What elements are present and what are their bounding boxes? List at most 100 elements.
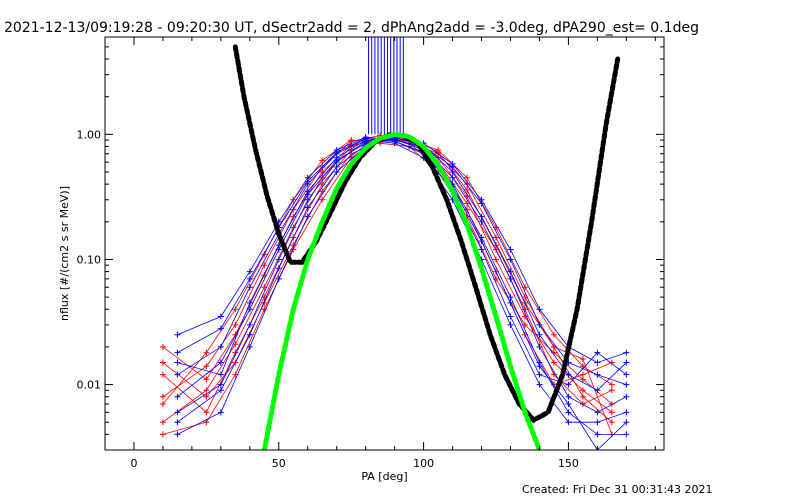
data-point-marker xyxy=(623,349,630,356)
data-point-marker xyxy=(275,275,282,282)
data-point-marker xyxy=(507,256,514,263)
data-trace-10 xyxy=(177,138,627,386)
data-point-marker xyxy=(159,400,166,407)
data-point-marker xyxy=(478,238,485,245)
data-point-marker xyxy=(579,376,586,383)
data-point-marker xyxy=(246,306,253,313)
data-point-marker xyxy=(536,331,543,338)
data-point-marker xyxy=(594,387,601,394)
data-point-marker xyxy=(159,343,166,350)
data-point-marker xyxy=(565,419,572,426)
data-point-marker xyxy=(159,371,166,378)
chart-title: 2021-12-13/09:19:28 - 09:20:30 UT, dSect… xyxy=(4,20,699,36)
data-point-marker xyxy=(159,359,166,366)
data-trace-2 xyxy=(162,136,613,423)
data-point-marker xyxy=(217,313,224,320)
data-point-marker xyxy=(507,299,514,306)
data-point-marker xyxy=(594,419,601,426)
data-point-marker xyxy=(507,246,514,253)
data-point-marker xyxy=(275,265,282,272)
data-point-marker xyxy=(217,371,224,378)
data-point-marker xyxy=(608,381,615,388)
data-point-marker xyxy=(579,393,586,400)
data-point-marker xyxy=(174,331,181,338)
data-point-marker xyxy=(246,284,253,291)
data-point-marker xyxy=(319,196,326,203)
data-point-marker xyxy=(565,381,572,388)
data-point-marker xyxy=(261,306,268,313)
data-point-marker xyxy=(217,381,224,388)
data-point-marker xyxy=(246,331,253,338)
data-point-marker xyxy=(608,419,615,426)
data-point-marker xyxy=(246,268,253,275)
data-point-marker xyxy=(507,321,514,328)
data-point-marker xyxy=(203,393,210,400)
y-tick-label: 1.00 xyxy=(77,128,102,141)
data-point-marker xyxy=(159,431,166,438)
data-point-marker xyxy=(174,371,181,378)
data-point-marker xyxy=(174,419,181,426)
data-point-marker xyxy=(174,431,181,438)
y-tick-label: 0.01 xyxy=(77,379,102,392)
data-point-marker xyxy=(304,204,311,211)
data-point-marker xyxy=(217,387,224,394)
data-point-marker xyxy=(623,371,630,378)
data-point-marker xyxy=(507,294,514,301)
data-point-marker xyxy=(232,321,239,328)
data-point-marker xyxy=(608,387,615,394)
x-tick-label: 50 xyxy=(272,457,286,470)
data-point-marker xyxy=(493,234,500,241)
data-point-marker xyxy=(550,359,557,366)
data-point-marker xyxy=(304,191,311,198)
data-point-marker xyxy=(623,381,630,388)
data-point-marker xyxy=(594,359,601,366)
axes: 0 50 100 150 0.01 0.10 1.00 xyxy=(77,36,664,470)
data-trace-14 xyxy=(177,139,627,398)
data-point-marker xyxy=(246,275,253,282)
data-point-marker xyxy=(246,299,253,306)
data-point-marker xyxy=(478,196,485,203)
data-point-marker xyxy=(449,169,456,176)
data-point-marker xyxy=(608,409,615,416)
data-point-marker xyxy=(565,409,572,416)
data-point-marker xyxy=(579,400,586,407)
data-trace-7 xyxy=(162,139,613,398)
data-point-marker xyxy=(304,213,311,220)
data-trace-11 xyxy=(177,136,627,413)
data-point-marker xyxy=(159,419,166,426)
plot-area xyxy=(159,37,630,450)
data-point-marker xyxy=(246,321,253,328)
data-point-marker xyxy=(565,400,572,407)
data-point-marker xyxy=(579,387,586,394)
data-point-marker xyxy=(261,262,268,269)
data-point-marker xyxy=(333,163,340,170)
data-trace-4 xyxy=(162,138,613,423)
data-trace-8 xyxy=(162,136,613,435)
data-point-marker xyxy=(594,349,601,356)
y-axis-label: nflux [#/(cm2 s sr MeV)] xyxy=(58,186,71,321)
data-point-marker xyxy=(623,431,630,438)
data-point-marker xyxy=(203,419,210,426)
data-point-marker xyxy=(521,306,528,313)
data-point-marker xyxy=(174,409,181,416)
data-point-marker xyxy=(565,393,572,400)
data-point-marker xyxy=(159,393,166,400)
data-point-marker xyxy=(203,349,210,356)
data-point-marker xyxy=(565,371,572,378)
data-point-marker xyxy=(174,359,181,366)
data-point-marker xyxy=(275,256,282,263)
data-point-marker xyxy=(275,246,282,253)
data-point-marker xyxy=(478,218,485,225)
data-trace-9 xyxy=(177,138,627,435)
data-point-marker xyxy=(507,313,514,320)
x-axis-label: PA [deg] xyxy=(361,470,407,483)
y-tick-label: 0.10 xyxy=(77,253,102,266)
data-point-marker xyxy=(319,157,326,164)
data-point-marker xyxy=(203,376,210,383)
data-point-marker xyxy=(217,359,224,366)
data-point-marker xyxy=(232,306,239,313)
data-point-marker xyxy=(362,135,369,142)
data-point-marker xyxy=(333,169,340,176)
data-point-marker xyxy=(203,387,210,394)
